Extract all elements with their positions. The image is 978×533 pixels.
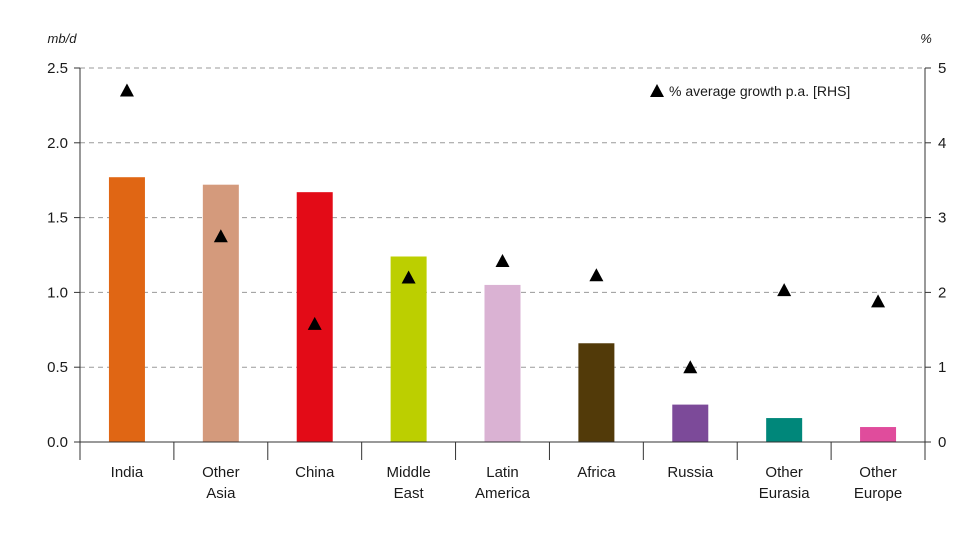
growth-marker — [871, 294, 886, 308]
category-label: China — [295, 464, 335, 481]
right-tick-label: 5 — [938, 60, 946, 77]
legend-triangle-icon — [650, 84, 664, 97]
right-tick-label: 4 — [938, 135, 946, 152]
growth-marker — [495, 253, 510, 267]
growth-marker — [401, 270, 416, 284]
bar — [672, 404, 709, 442]
bar — [108, 177, 145, 442]
legend: % average growth p.a. [RHS] — [650, 83, 850, 99]
right-axis-unit: % — [920, 31, 932, 46]
category-label: Other — [765, 464, 803, 481]
category-label: East — [394, 485, 425, 502]
growth-markers — [119, 83, 886, 374]
category-label: Asia — [206, 485, 236, 502]
bar — [202, 184, 239, 443]
growth-marker — [683, 360, 698, 374]
growth-marker — [213, 229, 228, 243]
left-tick-label: 2.0 — [47, 135, 68, 152]
bar — [484, 284, 521, 442]
left-tick-label: 0.0 — [47, 434, 68, 451]
legend-label: % average growth p.a. [RHS] — [669, 83, 850, 99]
category-label: Europe — [854, 485, 902, 502]
category-label: America — [475, 485, 531, 502]
left-tick-label: 0.5 — [47, 359, 68, 376]
bars — [108, 177, 897, 443]
category-label: Middle — [387, 464, 431, 481]
bar — [860, 427, 897, 442]
growth-marker — [589, 268, 604, 282]
bar — [390, 256, 427, 442]
growth-marker — [119, 83, 134, 97]
left-tick-label: 1.5 — [47, 210, 68, 227]
bar — [578, 343, 615, 442]
left-axis-unit: mb/d — [48, 31, 78, 46]
category-label: Other — [859, 464, 897, 481]
category-label: Russia — [667, 464, 714, 481]
category-label: India — [111, 464, 144, 481]
right-tick-label: 3 — [938, 210, 946, 227]
category-labels: India Other Asia China Middle East Latin Americ… — [111, 464, 903, 502]
category-label: Other — [202, 464, 240, 481]
axes: 0.0 0.5 1.0 1.5 2.0 2.5 0 1 2 3 4 5 — [47, 60, 946, 460]
growth-marker — [307, 316, 322, 330]
category-label: Africa — [577, 464, 616, 481]
right-tick-label: 0 — [938, 434, 946, 451]
left-tick-label: 2.5 — [47, 60, 68, 77]
category-label: Latin — [486, 464, 519, 481]
growth-marker — [777, 283, 792, 297]
left-tick-label: 1.0 — [47, 284, 68, 301]
right-tick-label: 1 — [938, 359, 946, 376]
category-label: Eurasia — [759, 485, 811, 502]
bar — [766, 418, 803, 442]
right-tick-label: 2 — [938, 284, 946, 301]
